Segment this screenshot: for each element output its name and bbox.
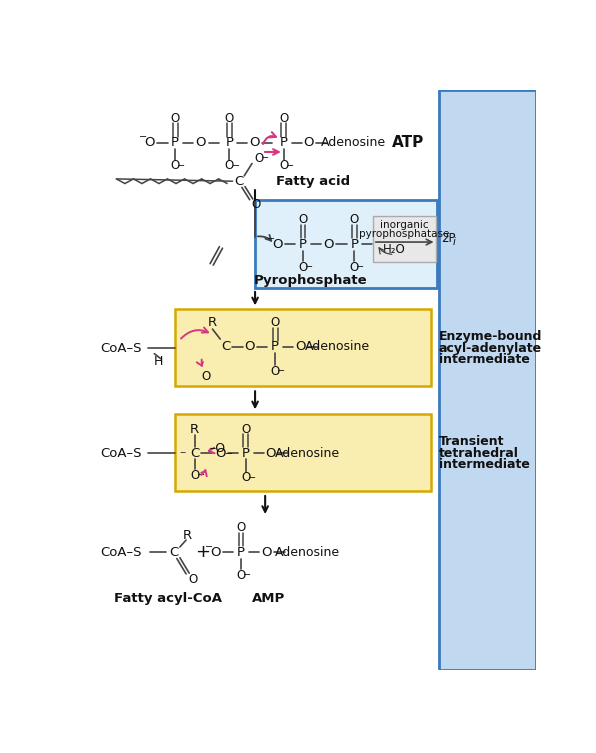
Text: O: O [225,160,234,172]
Text: O: O [249,136,259,149]
Text: P: P [171,136,179,149]
Text: ATP: ATP [392,136,424,150]
Text: O: O [210,546,221,559]
Text: −: − [286,161,294,171]
Text: intermediate: intermediate [439,353,530,367]
Text: −: − [205,542,213,552]
Text: P: P [237,546,245,559]
Text: O: O [195,136,206,149]
Text: R: R [183,529,193,542]
Text: R: R [208,316,217,329]
Text: C: C [221,340,230,353]
Text: O: O [272,238,283,251]
Text: Transient: Transient [439,435,504,448]
Text: P: P [350,238,358,251]
Text: Adenosine: Adenosine [274,546,340,559]
Text: 2P: 2P [441,233,455,245]
Text: O: O [188,573,198,586]
Text: O: O [241,471,250,484]
Text: O: O [252,198,260,211]
Text: C: C [169,546,178,559]
Text: −: − [248,473,256,483]
Text: O: O [324,238,334,251]
Text: Adenosine: Adenosine [275,447,340,459]
Text: −: − [178,161,185,171]
Text: O: O [237,521,246,534]
Text: P: P [271,340,279,353]
Text: O: O [244,340,255,353]
Text: O: O [271,316,280,329]
Text: −: − [232,161,240,171]
Text: i: i [453,237,455,247]
Text: O: O [190,469,199,482]
Text: H: H [154,355,163,368]
Text: CoA–S: CoA–S [100,447,142,459]
Text: Fatty acid: Fatty acid [276,175,350,187]
Bar [439,90,536,670]
Bar [255,200,437,288]
Text: tetrahedral: tetrahedral [439,447,519,459]
Text: −: − [305,263,313,273]
Text: R: R [190,422,199,436]
Text: P: P [242,447,250,459]
Text: −: − [139,133,147,142]
Text: O: O [262,546,272,559]
Text: Pyrophosphate: Pyrophosphate [254,274,368,287]
Text: O: O [225,111,234,124]
Text: O: O [271,365,280,378]
Text: O: O [237,569,246,582]
Text: O: O [279,160,288,172]
Text: inorganic: inorganic [380,220,429,230]
Text: O: O [144,136,155,149]
Text: O: O [170,160,180,172]
Text: O: O [299,213,308,226]
Text: P: P [280,136,288,149]
Text: −: − [197,471,205,480]
Text: H₂O: H₂O [383,243,406,256]
Text: O: O [254,151,263,165]
Text: C: C [234,175,243,187]
Text: O: O [201,370,211,383]
Text: CoA–S: CoA–S [100,342,142,355]
Text: −: − [261,153,269,163]
Text: O: O [299,261,308,274]
Text: −: − [243,571,252,581]
Text: intermediate: intermediate [439,458,530,471]
Text: O: O [279,111,288,124]
Text: O: O [265,447,276,459]
Text: O: O [375,238,385,251]
Text: −: − [376,234,384,244]
Text: CoA–S: CoA–S [100,546,142,559]
Bar [373,216,436,262]
Bar [175,413,431,491]
Text: −: − [267,234,275,244]
Text: Fatty acyl-CoA: Fatty acyl-CoA [113,592,222,605]
Text: −: − [356,263,365,273]
Text: –: – [180,447,186,459]
Text: pyrophosphatase: pyrophosphatase [359,230,450,239]
Text: +: + [195,544,210,561]
Text: P: P [299,238,307,251]
Text: O: O [215,447,225,459]
Text: O: O [241,422,250,436]
Text: O: O [350,213,359,226]
Text: −: − [277,367,285,376]
Bar [175,309,431,386]
Text: C: C [190,447,199,459]
Text: Adenosine: Adenosine [321,136,386,149]
Text: acyl-adenylate: acyl-adenylate [439,342,542,355]
Text: −: − [225,449,233,459]
Text: O: O [295,340,305,353]
Text: P: P [225,136,234,149]
Text: O: O [170,111,180,124]
Text: O: O [350,261,359,274]
Text: Enzyme-bound: Enzyme-bound [439,331,542,343]
Text: Adenosine: Adenosine [305,340,370,353]
Text: AMP: AMP [252,592,285,605]
Text: O: O [303,136,314,149]
Text: –O: –O [210,442,226,455]
